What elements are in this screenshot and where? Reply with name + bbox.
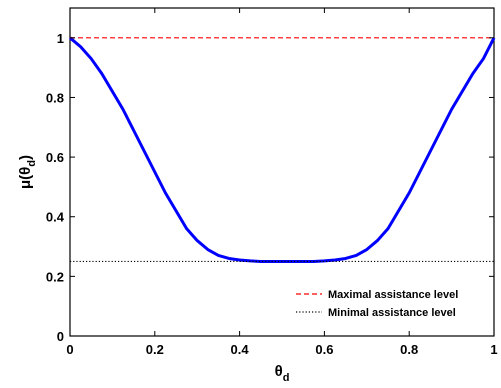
x-tick-label: 0 <box>66 342 73 357</box>
series-layer <box>69 36 496 263</box>
y-tick-label: 0.8 <box>46 90 64 105</box>
x-axis-label: θd <box>275 363 290 384</box>
y-tick-label: 0.6 <box>46 150 64 165</box>
x-tick-label: 0.4 <box>231 342 250 357</box>
x-tick-label: 0.8 <box>400 342 418 357</box>
plot-area <box>69 7 495 337</box>
y-tick-label: 0.4 <box>46 210 65 225</box>
plot-frame <box>69 7 495 337</box>
x-tick-label: 1 <box>490 342 497 357</box>
axes: 0 0.2 0.4 0.6 0.8 1 0 0.2 0.4 0.6 0.8 1 <box>46 8 498 357</box>
x-tick-label: 0.6 <box>315 342 333 357</box>
y-tick-label: 1 <box>57 31 64 46</box>
y-tick-label: 0 <box>57 329 64 344</box>
y-axis-label: μ(θd) <box>17 155 38 189</box>
legend: Maximal assistance level Minimal assistan… <box>296 289 458 319</box>
legend-label-maximal: Maximal assistance level <box>328 289 458 301</box>
y-tick-label: 0.2 <box>46 269 64 284</box>
legend-label-minimal: Minimal assistance level <box>328 307 456 319</box>
x-tick-label: 0.2 <box>146 342 164 357</box>
